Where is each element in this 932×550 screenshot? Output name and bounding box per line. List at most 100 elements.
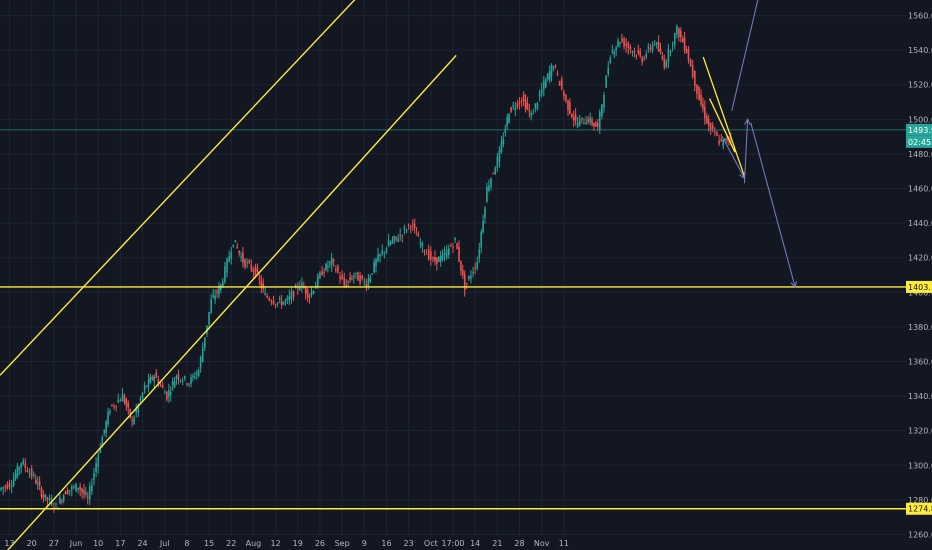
candle-body: [649, 47, 652, 49]
candle-body: [292, 291, 295, 297]
candle-body: [330, 257, 333, 266]
projection-arrow-head: [744, 118, 751, 125]
candle-body: [296, 286, 299, 289]
support-lines: [0, 129, 906, 510]
candle-body: [502, 139, 505, 144]
candle-body: [439, 256, 442, 262]
x-tick-label: 10: [93, 539, 103, 548]
candle-body: [593, 122, 595, 127]
candle-body: [163, 392, 166, 394]
candle-body: [99, 447, 102, 453]
candle-body: [339, 276, 341, 280]
candle-body: [528, 109, 531, 112]
x-tick-label: 15: [204, 539, 214, 548]
candle-body: [242, 253, 244, 263]
candle-body: [443, 252, 446, 256]
candle-body: [75, 483, 77, 492]
candle-body: [518, 101, 521, 104]
candle-body: [83, 490, 85, 495]
candle-body: [166, 391, 168, 400]
projection-arrow-line: [721, 136, 745, 179]
candle-body: [256, 268, 259, 273]
channel-lower-line: [6, 54, 457, 550]
candle-body: [543, 80, 545, 90]
candle-body: [609, 57, 612, 63]
candle-body: [679, 30, 682, 37]
wedge-top-line: [702, 56, 746, 177]
candle-body: [195, 373, 198, 375]
candle-body: [85, 493, 87, 495]
support-lower-label: 1274.855: [908, 505, 932, 514]
candle-body: [46, 497, 49, 501]
x-tick-label: 12: [271, 539, 281, 548]
candle-body: [726, 138, 728, 141]
candle-body: [44, 494, 47, 499]
candle-body: [550, 65, 553, 77]
candle-body: [718, 140, 720, 144]
candle-body: [611, 50, 614, 53]
candle-body: [190, 377, 192, 384]
current-price-label: 1493.923: [908, 126, 932, 135]
candle-body: [147, 378, 150, 387]
candle-body: [334, 269, 337, 271]
candle-body: [28, 472, 31, 474]
candle-body: [216, 291, 218, 293]
candle-body: [111, 404, 113, 406]
y-tick-label: 1500.000: [908, 115, 932, 124]
candle-body: [510, 107, 512, 112]
candle-body: [498, 150, 501, 163]
candle-body: [12, 478, 15, 486]
candle-body: [232, 244, 235, 247]
countdown-label: 02:45:34: [908, 138, 932, 147]
candle-body: [137, 403, 140, 413]
candle-body: [641, 57, 643, 63]
candle-body: [153, 376, 156, 382]
candle-body: [248, 260, 251, 263]
candle-body: [304, 286, 307, 294]
candle-body: [665, 61, 668, 67]
x-tick-label: 22: [226, 539, 236, 548]
candle-body: [720, 139, 723, 142]
candle-body: [434, 256, 436, 262]
candle-body: [62, 495, 65, 502]
candle-body: [415, 233, 418, 236]
candle-body: [337, 266, 339, 273]
candle-body: [472, 272, 474, 274]
trend-channel: [0, 0, 746, 550]
candle-body: [230, 252, 233, 259]
candle-body: [71, 486, 73, 490]
candle-body: [278, 298, 281, 300]
current-price-label-box: [906, 123, 932, 136]
candle-body: [714, 131, 716, 133]
candle-body: [639, 51, 642, 56]
x-tick-label: 20: [27, 539, 37, 548]
candle-body: [581, 117, 583, 119]
candle-body: [643, 58, 645, 60]
candle-body: [651, 44, 654, 51]
candle-body: [508, 114, 510, 124]
candle-body: [663, 59, 666, 68]
candle-body: [490, 178, 492, 187]
candle-body: [151, 376, 154, 380]
candle-body: [68, 490, 71, 492]
y-tick-label: 1540.000: [908, 46, 932, 55]
candle-body: [462, 270, 464, 276]
support-upper-label: 1403.102: [908, 283, 932, 292]
x-tick-label: 11: [559, 539, 569, 548]
candle-body: [16, 465, 19, 478]
candle-body: [456, 243, 458, 249]
candle-body: [401, 235, 404, 237]
candle-body: [262, 283, 265, 289]
candle-body: [631, 51, 634, 53]
candle-body: [321, 271, 323, 276]
candle-body: [468, 276, 470, 280]
candles: [0, 24, 732, 513]
candle-body: [95, 463, 97, 473]
x-tick-label: 13: [4, 539, 14, 548]
candle-body: [540, 89, 543, 94]
candle-body: [113, 406, 115, 408]
candle-body: [474, 267, 476, 269]
candle-body: [105, 421, 107, 433]
